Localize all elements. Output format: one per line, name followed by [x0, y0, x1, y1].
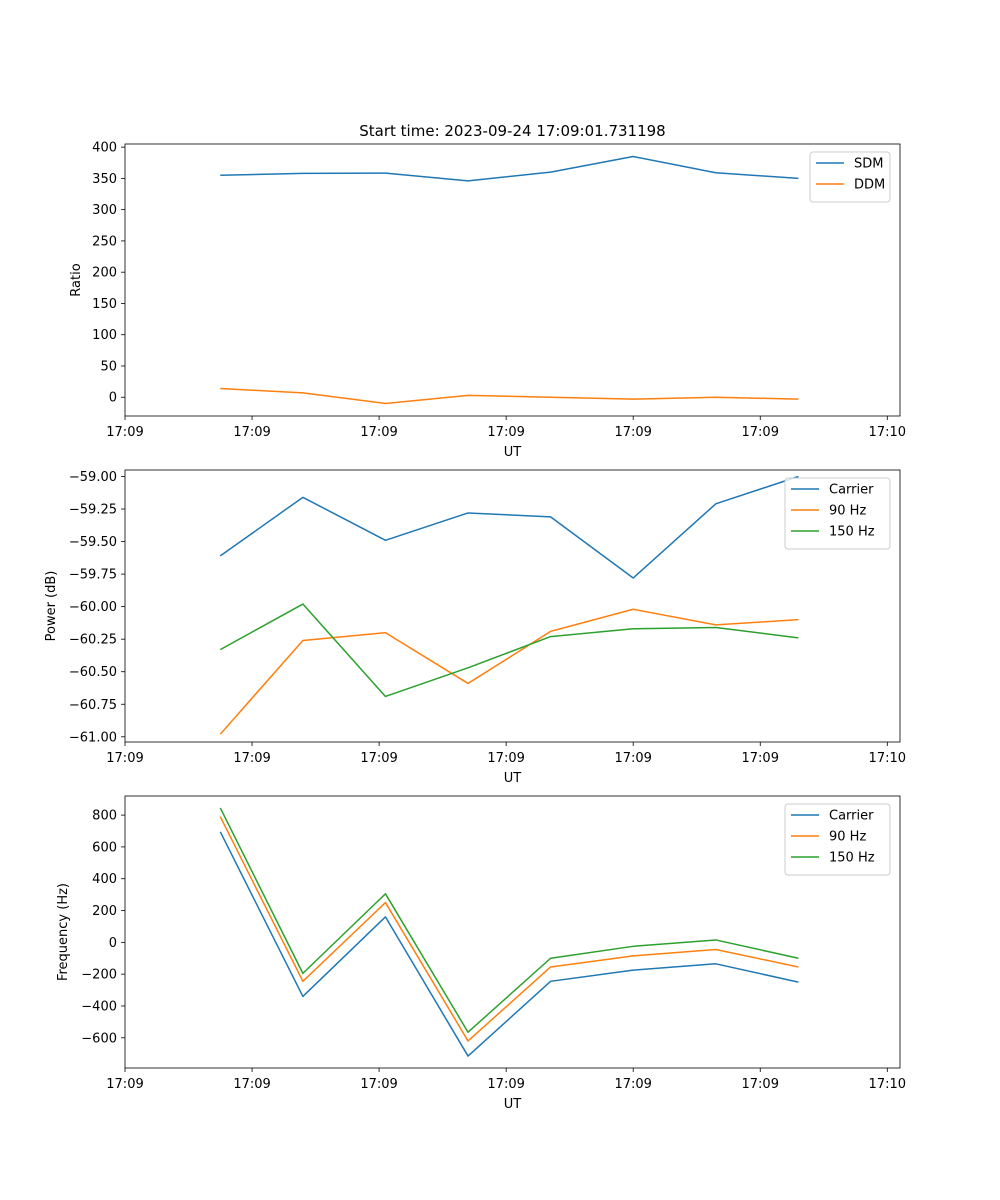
x-tick-label: 17:10 [869, 1077, 906, 1092]
x-tick-label: 17:09 [106, 425, 143, 440]
x-tick-label: 17:10 [869, 425, 906, 440]
y-tick-label: −59.50 [69, 535, 117, 550]
x-tick-label: 17:09 [487, 751, 524, 766]
y-tick-label: 400 [92, 872, 117, 887]
series-line-150-hz [219, 807, 799, 1033]
legend: Carrier 90 Hz 150 Hz [784, 803, 891, 876]
y-tick-label: −59.25 [69, 503, 117, 518]
legend-label: 150 Hz [829, 851, 875, 866]
legend-label: SDM [854, 157, 883, 172]
series-line-sdm [220, 155, 799, 182]
x-tick-label: 17:09 [106, 751, 143, 766]
legend: Carrier 90 Hz 150 Hz [784, 477, 891, 550]
chart-title: Start time: 2023-09-24 17:09:01.731198 [359, 122, 665, 140]
legend-label: Carrier [829, 483, 874, 498]
legend-label: 90 Hz [829, 504, 866, 519]
x-tick-label: 17:09 [106, 1077, 143, 1092]
power-subplot: 17:09 17:09 17:09 17:09 17:09 17:09 17:10 −59.0… [44, 469, 906, 786]
y-tick-label: 200 [92, 904, 117, 919]
x-tick-label: 17:09 [742, 1077, 779, 1092]
y-axis-label: Ratio [69, 263, 84, 296]
x-tick-label: 17:09 [742, 425, 779, 440]
x-tick-label: 17:09 [742, 751, 779, 766]
x-tick-label: 17:09 [487, 1077, 524, 1092]
y-tick-label: −59.75 [69, 568, 117, 583]
y-tick-label: −61.00 [69, 730, 117, 745]
y-tick-label: 600 [92, 840, 117, 855]
series-line-150-hz [219, 603, 799, 698]
y-tick-label: 300 [92, 203, 117, 218]
y-tick-label: 100 [92, 328, 117, 343]
y-tick-label: 200 [92, 266, 117, 281]
legend-label: 150 Hz [829, 525, 875, 540]
axes-frame [124, 469, 901, 743]
x-axis-label: UT [504, 771, 522, 786]
axes-frame [124, 143, 901, 417]
y-axis-label: Power (dB) [44, 571, 59, 642]
x-tick-label: 17:09 [487, 425, 524, 440]
series-line-90-hz [219, 816, 799, 1042]
y-tick-label: 150 [92, 297, 117, 312]
legend-label: 90 Hz [829, 830, 866, 845]
y-tick-label: −60.25 [69, 633, 117, 648]
y-tick-label: 0 [109, 936, 117, 951]
y-tick-label: 350 [92, 172, 117, 187]
x-tick-label: 17:10 [869, 751, 906, 766]
y-tick-label: 50 [100, 359, 117, 374]
series-line-carrier [219, 475, 799, 579]
y-tick-label: −60.00 [69, 600, 117, 615]
series-line-90-hz [219, 608, 799, 735]
x-tick-label: 17:09 [614, 751, 651, 766]
x-axis-label: UT [504, 1097, 522, 1112]
y-tick-label: −400 [81, 999, 117, 1014]
x-tick-label: 17:09 [614, 425, 651, 440]
y-tick-label: 0 [109, 391, 117, 406]
y-tick-label: 400 [92, 141, 117, 156]
series-line-ddm [220, 387, 799, 405]
x-axis-label: UT [504, 445, 522, 460]
x-tick-label: 17:09 [614, 1077, 651, 1092]
y-tick-label: 800 [92, 809, 117, 824]
y-tick-label: −59.00 [69, 470, 117, 485]
x-tick-label: 17:09 [233, 751, 270, 766]
y-tick-label: −60.50 [69, 665, 117, 680]
x-tick-label: 17:09 [233, 1077, 270, 1092]
x-tick-label: 17:09 [360, 425, 397, 440]
ratio-subplot: Start time: 2023-09-24 17:09:01.731198 17… [69, 122, 906, 460]
y-tick-label: −600 [81, 1031, 117, 1046]
x-tick-label: 17:09 [360, 1077, 397, 1092]
axes-frame [124, 795, 901, 1069]
y-tick-label: −200 [81, 968, 117, 983]
y-tick-label: 250 [92, 234, 117, 249]
legend-label: DDM [854, 178, 885, 193]
series-line-carrier [219, 831, 799, 1057]
x-tick-label: 17:09 [233, 425, 270, 440]
x-tick-label: 17:09 [360, 751, 397, 766]
y-tick-label: −60.75 [69, 698, 117, 713]
legend-label: Carrier [829, 809, 874, 824]
y-axis-label: Frequency (Hz) [56, 883, 71, 981]
legend-box [809, 151, 891, 203]
legend: SDM DDM [809, 151, 891, 203]
frequency-subplot: 17:09 17:09 17:09 17:09 17:09 17:09 17:10 800 60… [56, 795, 906, 1112]
